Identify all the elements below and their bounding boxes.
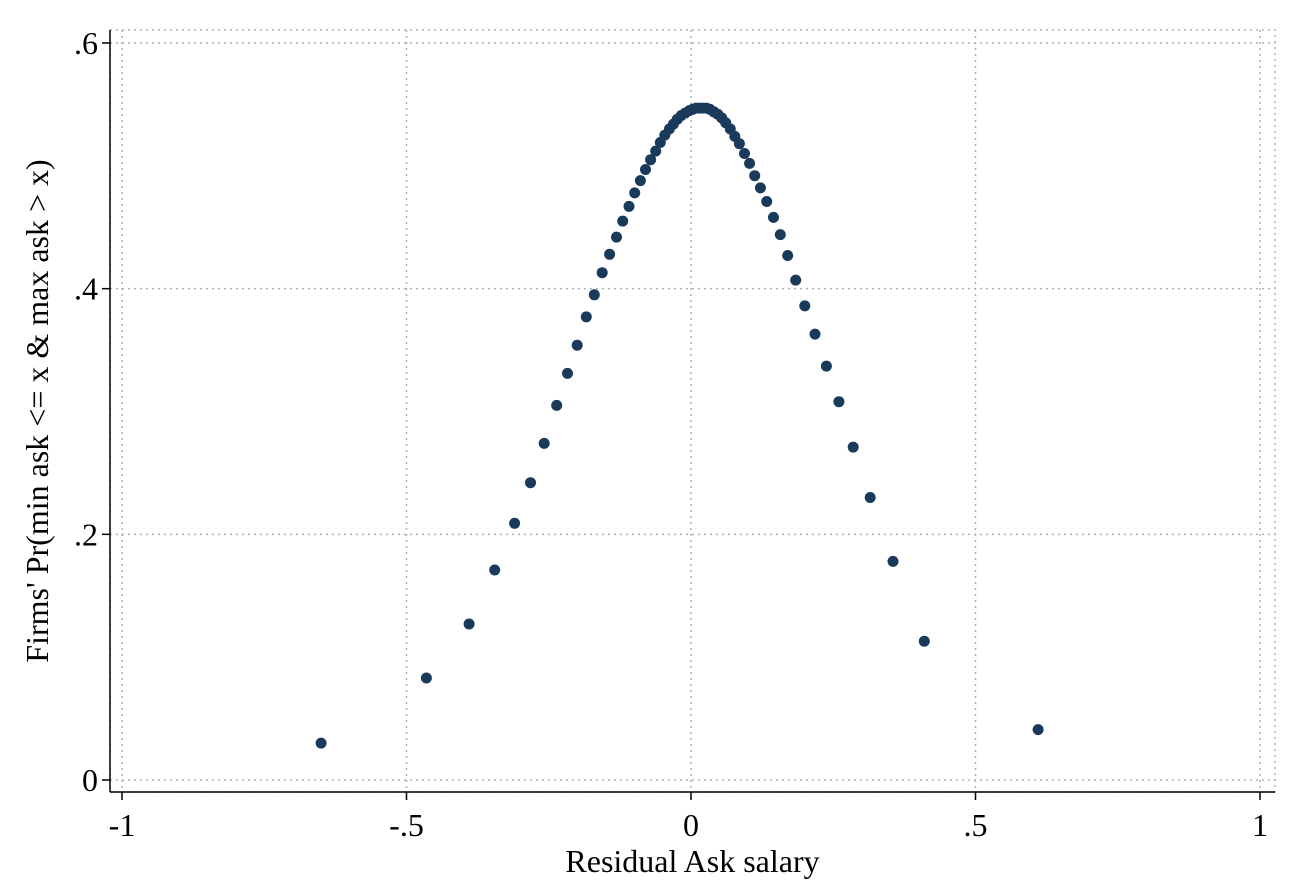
- grid-lines: [109, 29, 1276, 793]
- data-point: [790, 274, 802, 286]
- data-point: [571, 339, 583, 351]
- data-point: [799, 300, 811, 312]
- data-point: [562, 367, 573, 379]
- y-axis-title: Firms' Pr(min ask <= x & max ask > x): [19, 159, 55, 662]
- x-tick-label: -1: [109, 807, 136, 843]
- data-point: [611, 231, 622, 243]
- tick-labels: 0 .2 .4 .6 -1 -.5 0 .5 1: [74, 25, 1268, 843]
- data-point: [809, 328, 821, 340]
- data-point: [820, 360, 832, 372]
- data-point: [629, 187, 641, 199]
- data-point: [525, 477, 536, 489]
- data-point: [918, 635, 930, 647]
- data-point: [640, 164, 651, 175]
- data-point: [588, 289, 600, 301]
- axes: [102, 30, 1275, 800]
- x-tick-label: 0: [683, 807, 699, 843]
- data-point: [733, 138, 745, 150]
- x-tick-label: 1: [1252, 807, 1268, 843]
- data-point: [782, 250, 794, 261]
- data-point: [634, 175, 646, 187]
- data-point: [774, 229, 786, 241]
- x-axis-title: Residual Ask salary: [565, 843, 819, 879]
- data-point: [617, 215, 629, 227]
- data-point: [749, 170, 761, 182]
- data-point: [887, 555, 899, 567]
- data-point: [833, 396, 845, 408]
- data-point: [580, 311, 592, 323]
- data-point: [645, 154, 657, 166]
- data-point: [761, 196, 773, 207]
- y-tick-label: .4: [74, 271, 98, 307]
- data-point: [489, 564, 501, 576]
- data-point: [754, 182, 766, 194]
- data-point: [596, 267, 608, 279]
- data-point: [604, 248, 616, 260]
- data-point: [463, 618, 475, 630]
- data-point: [1032, 724, 1044, 736]
- y-tick-label: 0: [82, 762, 98, 798]
- data-point: [864, 492, 876, 503]
- data-point: [315, 737, 327, 749]
- data-point: [551, 399, 563, 411]
- data-point: [538, 437, 550, 449]
- plot-frame: [109, 29, 1276, 793]
- data-point: [768, 211, 779, 223]
- data-point: [623, 200, 635, 212]
- data-point: [744, 157, 756, 169]
- y-tick-label: .2: [74, 516, 98, 552]
- data-point: [739, 148, 750, 159]
- data-point: [847, 441, 859, 453]
- data-point: [650, 145, 662, 157]
- x-tick-label: -.5: [389, 807, 424, 843]
- data-points: [315, 102, 1044, 749]
- y-tick-label: .6: [74, 25, 98, 61]
- data-point: [420, 672, 432, 684]
- data-point: [509, 517, 521, 529]
- x-tick-label: .5: [964, 807, 988, 843]
